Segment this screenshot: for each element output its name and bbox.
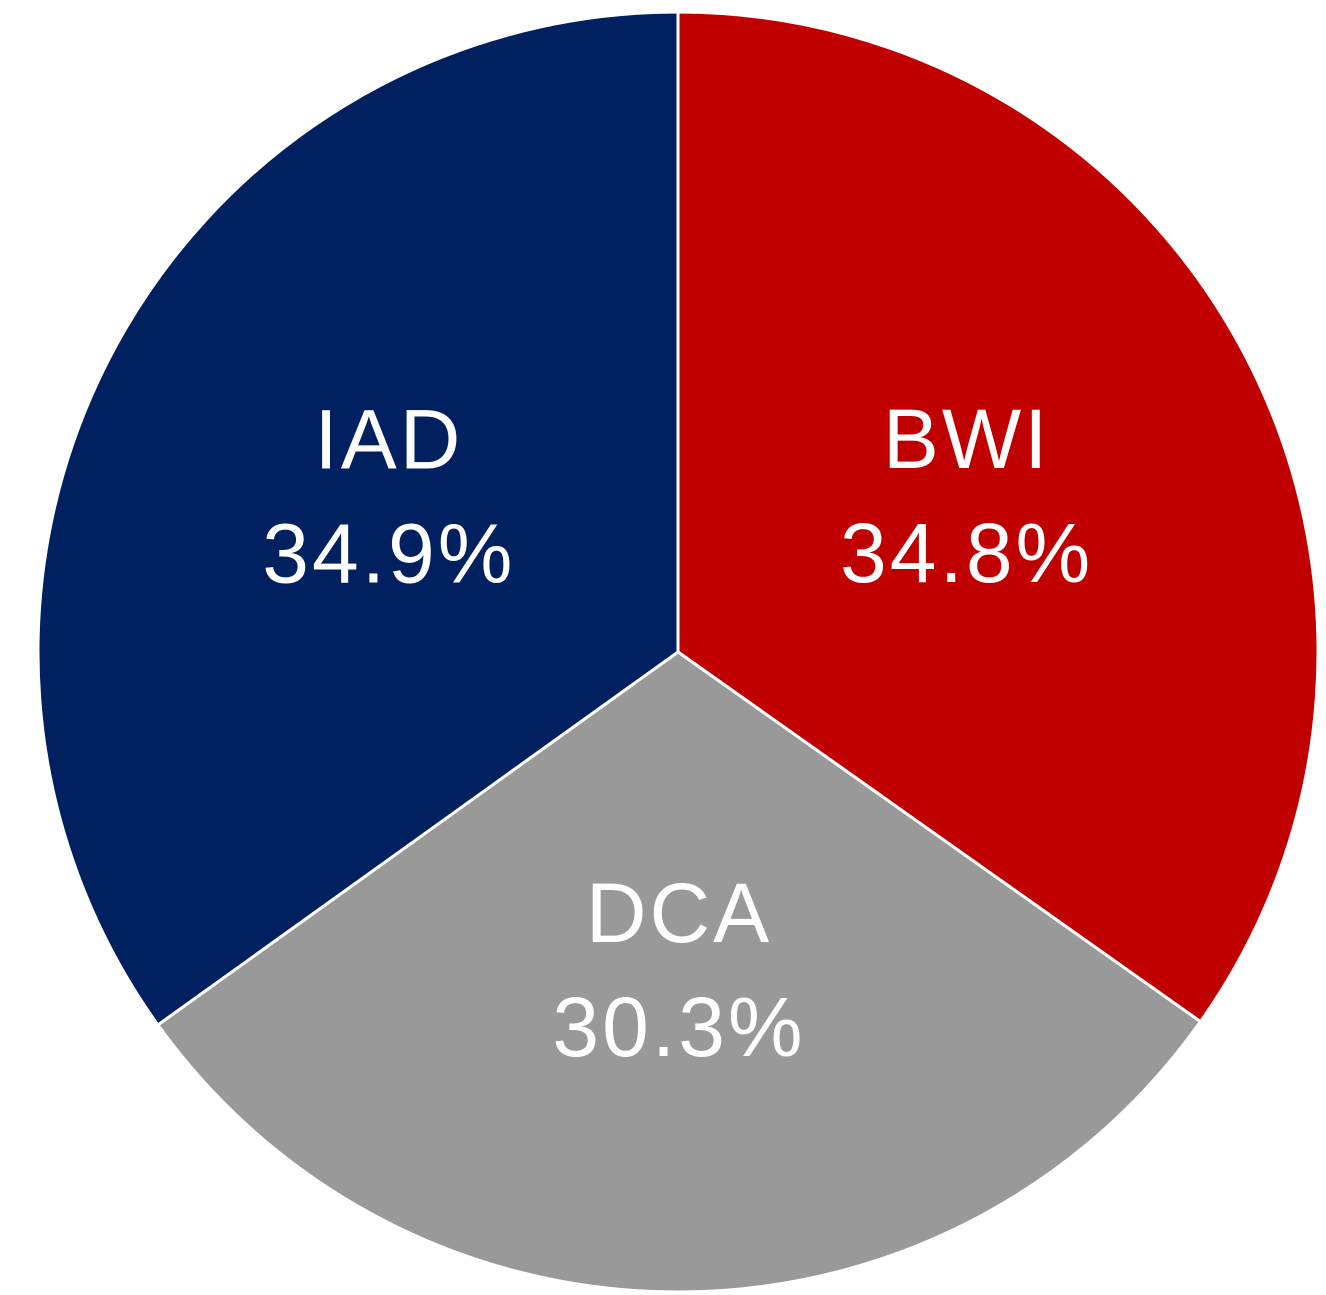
slice-value-label: 34.9% [262,507,515,601]
pie-slice [155,650,1203,1294]
slice-value-label: 30.3% [552,980,805,1074]
slice-category-label: BWI [883,392,1051,486]
pie-slice [36,10,680,1028]
slice-value-label: 34.8% [840,506,1093,600]
slice-category-label: IAD [314,393,463,487]
pie-slice [676,10,1320,1024]
slice-category-label: DCA [586,866,772,960]
